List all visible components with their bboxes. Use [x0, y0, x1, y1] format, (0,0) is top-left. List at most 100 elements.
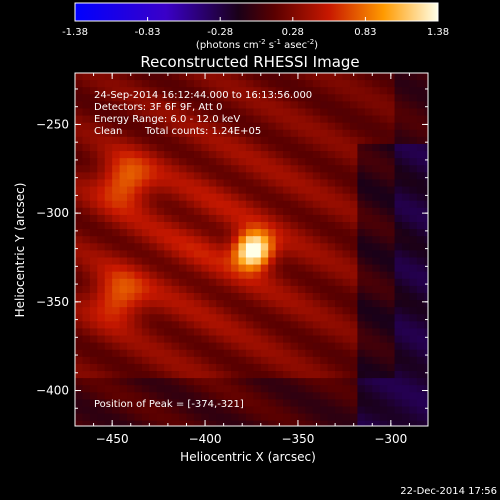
heatmap-cell	[253, 236, 262, 244]
heatmap-cell	[305, 342, 314, 351]
heatmap-cell	[208, 314, 217, 322]
heatmap-cell	[379, 243, 388, 251]
heatmap-cell	[97, 73, 106, 81]
heatmap-cell	[275, 186, 284, 195]
heatmap-cell	[327, 229, 336, 237]
heatmap-cell	[149, 243, 158, 251]
heatmap-cell	[394, 80, 403, 88]
heatmap-cell	[231, 229, 240, 237]
heatmap-cell	[424, 378, 428, 386]
heatmap-cell	[127, 179, 136, 188]
heatmap-cell	[164, 136, 173, 145]
heatmap-cell	[216, 385, 225, 393]
heatmap-cell	[342, 406, 351, 415]
heatmap-cell	[349, 378, 358, 386]
heatmap-cell	[223, 207, 232, 216]
heatmap-cell	[416, 307, 425, 315]
heatmap-cell	[424, 87, 428, 95]
heatmap-cell	[379, 307, 388, 315]
heatmap-cell	[186, 200, 195, 209]
heatmap-cell	[97, 420, 106, 426]
heatmap-cell	[171, 94, 180, 102]
heatmap-cell	[424, 264, 428, 273]
heatmap-cell	[186, 214, 195, 223]
heatmap-cell	[97, 222, 106, 230]
heatmap-cell	[379, 214, 388, 223]
heatmap-cell	[335, 236, 344, 244]
heatmap-cell	[156, 243, 165, 251]
heatmap-cell	[349, 349, 358, 358]
heatmap-cell	[82, 285, 91, 294]
heatmap-cell	[268, 236, 277, 244]
heatmap-cell	[156, 264, 165, 273]
heatmap-cell	[104, 214, 113, 223]
heatmap-cell	[409, 80, 418, 88]
heatmap-cell	[179, 356, 188, 365]
heatmap-cell	[82, 363, 91, 372]
heatmap-cell	[379, 108, 388, 117]
heatmap-cell	[104, 264, 113, 273]
heatmap-cell	[193, 193, 202, 202]
heatmap-cell	[312, 179, 321, 188]
heatmap-cell	[223, 314, 232, 322]
heatmap-cell	[416, 186, 425, 195]
heatmap-cell	[320, 285, 329, 294]
heatmap-cell	[127, 257, 136, 266]
heatmap-cell	[127, 321, 136, 330]
heatmap-cell	[134, 420, 143, 426]
heatmap-cell	[335, 420, 344, 426]
heatmap-cell	[416, 214, 425, 223]
heatmap-cell	[335, 73, 344, 81]
heatmap-cell	[297, 186, 306, 195]
heatmap-cell	[156, 207, 165, 216]
heatmap-cell	[104, 172, 113, 181]
heatmap-cell	[179, 101, 188, 110]
heatmap-cell	[82, 300, 91, 308]
heatmap-cell	[186, 420, 195, 426]
heatmap-cell	[275, 108, 284, 117]
heatmap-cell	[97, 165, 106, 173]
heatmap-cell	[179, 300, 188, 308]
heatmap-cell	[364, 378, 373, 386]
heatmap-cell	[127, 307, 136, 315]
heatmap-cell	[327, 378, 336, 386]
heatmap-cell	[387, 229, 396, 237]
heatmap-cell	[409, 108, 418, 117]
heatmap-cell	[275, 300, 284, 308]
heatmap-cell	[342, 172, 351, 181]
heatmap-cell	[275, 87, 284, 95]
heatmap-cell	[208, 236, 217, 244]
heatmap-cell	[335, 257, 344, 266]
heatmap-cell	[342, 264, 351, 273]
heatmap-cell	[97, 229, 106, 237]
heatmap-cell	[119, 250, 128, 259]
heatmap-cell	[75, 151, 84, 159]
heatmap-cell	[216, 349, 225, 358]
heatmap-cell	[141, 420, 150, 426]
heatmap-cell	[394, 101, 403, 110]
heatmap-cell	[89, 385, 98, 393]
heatmap-cell	[342, 292, 351, 301]
heatmap-cell	[208, 115, 217, 124]
heatmap-cell	[245, 80, 254, 88]
heatmap-cell	[379, 94, 388, 102]
heatmap-cell	[424, 371, 428, 379]
heatmap-cell	[335, 193, 344, 202]
heatmap-cell	[424, 321, 428, 330]
time-range-annotation: 24-Sep-2014 16:12:44.000 to 16:13:56.000	[94, 90, 312, 101]
heatmap-cell	[156, 108, 165, 117]
x-axis: −450 −400 −350 −300	[93, 73, 429, 446]
heatmap-cell	[297, 264, 306, 273]
heatmap-cell	[171, 229, 180, 237]
heatmap-cell	[245, 87, 254, 95]
heatmap-cell	[216, 151, 225, 159]
heatmap-cell	[424, 172, 428, 181]
heatmap-cell	[290, 328, 299, 337]
heatmap-cell	[260, 94, 269, 102]
heatmap-cell	[268, 342, 277, 351]
footer-timestamp: 22-Dec-2014 17:56	[400, 486, 497, 497]
heatmap-cell	[112, 342, 121, 351]
heatmap-cell	[238, 94, 247, 102]
heatmap-cell	[193, 328, 202, 337]
heatmap-cell	[179, 321, 188, 330]
